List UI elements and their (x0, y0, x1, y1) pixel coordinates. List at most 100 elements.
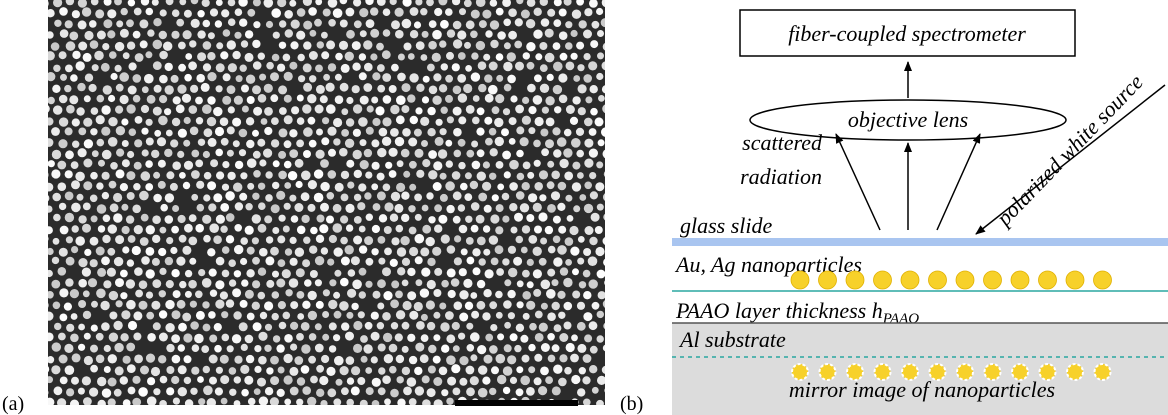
sem-dot (446, 398, 453, 405)
sem-dot (172, 9, 180, 17)
sem-dot (447, 116, 454, 123)
sem-dot (490, 20, 499, 29)
sem-dot (503, 387, 510, 394)
sem-dot (372, 400, 380, 408)
sem-dot (141, 171, 151, 181)
sem-dot (420, 354, 429, 363)
sem-dot (453, 388, 461, 396)
sem-dot (346, 30, 355, 39)
sem-dot (291, 106, 299, 114)
sem-dot (398, 54, 405, 61)
sem-dot (426, 300, 435, 309)
sem-dot (496, 75, 503, 82)
sem-dot (309, 51, 318, 60)
sem-dot (382, 73, 391, 82)
sem-dot (592, 302, 600, 310)
sem-dot (197, 376, 204, 383)
sem-dot (603, 43, 611, 51)
sem-dot (429, 86, 438, 95)
sem-dot (438, 215, 447, 224)
sem-dot (396, 115, 405, 124)
sem-dot (101, 105, 110, 114)
sem-dot (113, 193, 122, 202)
sem-dot (134, 225, 143, 234)
sem-dot (416, 279, 423, 286)
sem-dot (433, 161, 442, 170)
sem-dot (528, 193, 537, 202)
sem-dot (279, 322, 287, 330)
sem-dot (71, 180, 80, 189)
sem-dot (40, 279, 48, 287)
sem-dot (229, 367, 237, 375)
sem-dot (83, 290, 90, 297)
sem-dot (496, 8, 504, 16)
sem-dot (221, 398, 228, 405)
sem-dot (470, 292, 477, 299)
sem-dot (284, 10, 293, 19)
sem-dot (558, 378, 567, 387)
sem-dot (39, 301, 48, 310)
sem-dot (244, 376, 253, 385)
sem-dot (126, 171, 135, 180)
sem-dot (354, 170, 362, 178)
sem-dot (503, 108, 510, 115)
sem-dot (246, 269, 254, 277)
sem-dot (490, 40, 498, 48)
sem-dot (409, 184, 416, 191)
sem-dot (64, 85, 71, 92)
sem-dot (432, 96, 441, 105)
sem-dot (120, 29, 129, 38)
sem-dot (566, 105, 575, 114)
sem-dot (577, 172, 584, 179)
sem-dot (290, 237, 297, 244)
sem-dot (360, 30, 367, 37)
sem-dot (476, 128, 484, 136)
sem-dot (470, 376, 479, 385)
sem-dot (547, 74, 554, 81)
sem-dot (307, 94, 316, 103)
sem-dot (139, 191, 149, 201)
sem-dot (279, 215, 286, 222)
sem-dot (196, 117, 203, 124)
sem-dot (361, 356, 368, 363)
sem-dot (353, 236, 362, 245)
sem-dot (471, 202, 480, 211)
sem-dot (597, 204, 604, 211)
sem-dot (240, 65, 247, 72)
sem-dot (302, 386, 311, 395)
sem-dot (595, 247, 604, 256)
sem-dot (234, 376, 241, 383)
sem-dot (40, 0, 49, 8)
sem-dot (396, 310, 405, 319)
sem-dot (504, 279, 511, 286)
sem-dot (259, 248, 268, 257)
sem-dot (58, 333, 66, 341)
sem-dot (360, 96, 369, 105)
sem-dot (445, 75, 453, 83)
sem-dot (160, 204, 168, 212)
sem-dot (382, 375, 391, 384)
sem-dot (252, 130, 259, 137)
sem-dot (273, 335, 280, 342)
sem-dot (554, 106, 561, 113)
sem-dot (40, 170, 49, 179)
sem-dot (315, 256, 324, 265)
sem-dot (71, 313, 78, 320)
sem-dot (291, 20, 300, 29)
sem-dot (359, 268, 367, 276)
sem-dot (497, 184, 504, 191)
sem-dot (234, 400, 241, 407)
sem-dot (366, 387, 374, 395)
sem-dot (59, 95, 68, 104)
sem-dot (182, 94, 191, 103)
sem-dot (563, 278, 572, 287)
sem-dot (572, 10, 581, 19)
sem-dot (178, 365, 187, 374)
sem-dot (72, 141, 79, 148)
sem-dot (333, 292, 340, 299)
sem-dot (320, 400, 327, 407)
sem-dot (353, 150, 362, 159)
sem-dot (540, 64, 548, 72)
sem-dot (372, 72, 380, 80)
sem-dot (59, 355, 68, 364)
